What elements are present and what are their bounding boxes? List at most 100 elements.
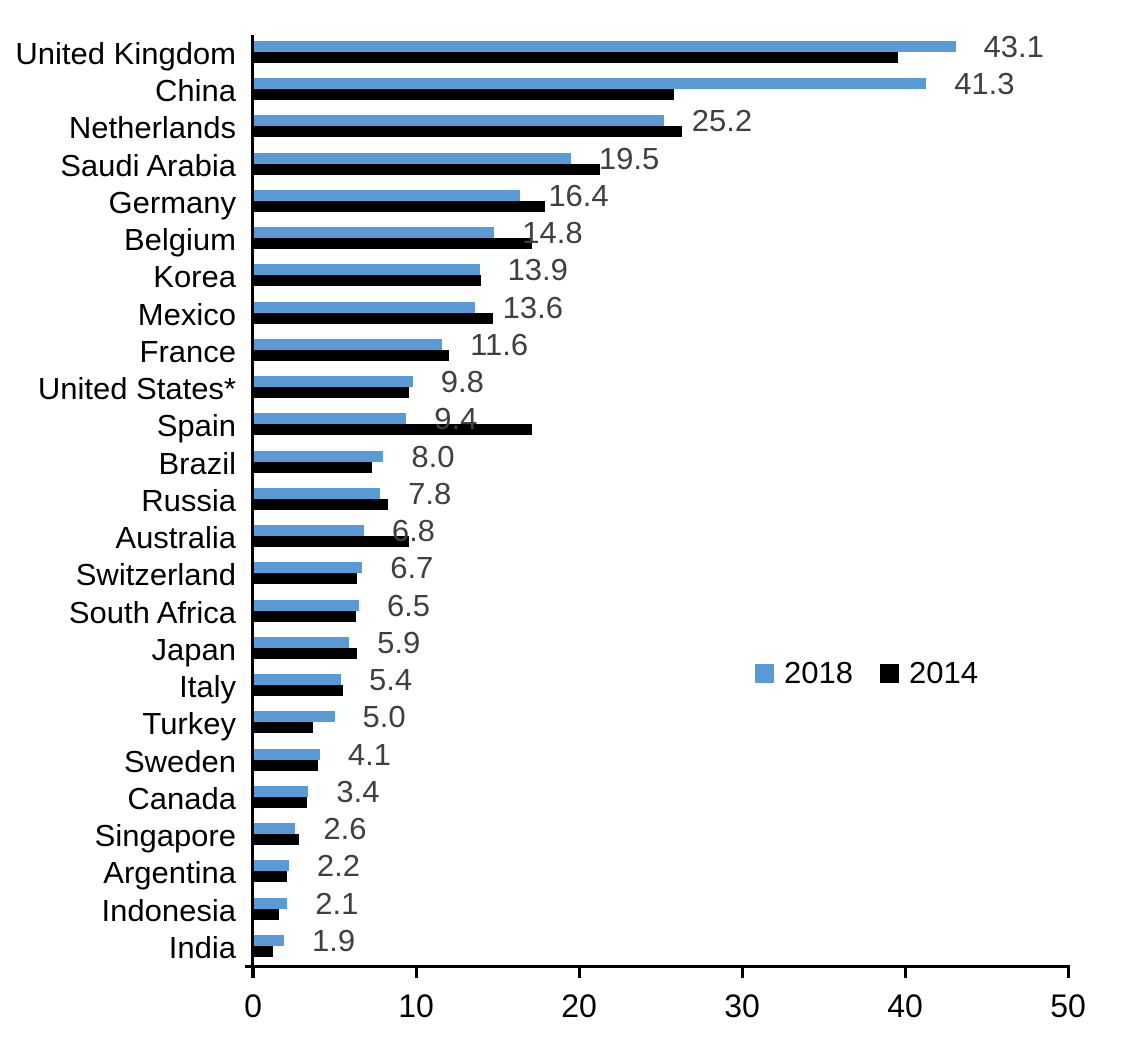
bar-2018 (253, 934, 284, 946)
value-label: 1.9 (311, 922, 356, 958)
value-label: 2.1 (315, 885, 359, 921)
bar-2014 (253, 349, 449, 361)
category-label: Saudi Arabia (60, 147, 236, 183)
legend-label-2014: 2014 (908, 655, 978, 690)
bar-2018 (253, 860, 289, 872)
value-label: 6.7 (390, 550, 434, 586)
value-label: 2.2 (316, 848, 360, 884)
category-label: Spain (156, 408, 236, 444)
bar-2014 (253, 163, 601, 175)
category-label: Brazil (158, 445, 236, 481)
value-label: 4.1 (347, 736, 391, 772)
value-label: 3.4 (336, 773, 380, 809)
value-label: 8.0 (411, 438, 455, 474)
bar-2014 (253, 126, 682, 138)
bar-2014 (253, 498, 389, 510)
category-label: Singapore (94, 818, 236, 854)
bar-2014 (253, 722, 314, 734)
legend-swatch-2018 (755, 663, 774, 683)
value-label: 41.3 (954, 66, 1015, 102)
bar-2014 (253, 238, 532, 250)
category-label: Switzerland (75, 557, 236, 593)
value-label: 16.4 (548, 177, 609, 213)
value-label: 2.6 (323, 811, 367, 847)
x-tick-label: 20 (561, 988, 597, 1024)
bar-2014 (253, 573, 358, 585)
bar-2018 (253, 450, 384, 462)
category-label: Netherlands (68, 110, 236, 146)
bar-2018 (253, 227, 495, 239)
bar-2014 (253, 647, 358, 659)
category-label: Argentina (103, 855, 236, 891)
legend-swatch-2014 (879, 663, 899, 683)
category-label: Canada (127, 780, 236, 816)
category-label: Russia (141, 482, 236, 518)
bar-2014 (253, 759, 319, 771)
bar-2018 (253, 525, 364, 537)
category-label: South Africa (68, 594, 236, 630)
bar-2018 (253, 41, 956, 52)
category-label: Australia (115, 520, 236, 556)
category-label: China (155, 73, 236, 109)
legend-label-2018: 2018 (784, 655, 853, 690)
value-label: 6.8 (391, 513, 435, 549)
bar-2014 (253, 610, 356, 622)
category-label: Japan (151, 631, 236, 667)
bar-2014 (253, 89, 674, 101)
x-tick-label: 50 (1050, 988, 1086, 1024)
legend: 2018 2014 (755, 657, 978, 689)
bar-2018 (253, 338, 443, 350)
value-label: 19.5 (598, 140, 660, 176)
category-label: Belgium (124, 222, 236, 258)
category-label: Mexico (137, 296, 236, 332)
category-label: Indonesia (101, 892, 236, 928)
legend-item-2014: 2014 (879, 655, 978, 690)
x-tick-label: 40 (887, 988, 923, 1024)
value-label: 5.4 (369, 662, 413, 698)
bar-2014 (253, 908, 280, 920)
category-label: Germany (108, 184, 236, 220)
bar-2018 (253, 636, 350, 648)
bar-2018 (253, 301, 475, 313)
value-label: 9.4 (434, 401, 478, 437)
y-axis-line (251, 35, 254, 978)
x-tick-mark (740, 966, 744, 978)
category-label: Turkey (142, 706, 236, 742)
x-tick-label: 10 (398, 988, 434, 1024)
category-label: United Kingdom (15, 36, 236, 71)
bar-2018 (253, 785, 309, 797)
value-label: 14.8 (522, 215, 583, 251)
bar-2018 (253, 115, 664, 127)
category-label: India (168, 929, 236, 965)
category-label: Italy (179, 669, 236, 705)
bar-2014 (253, 52, 899, 63)
bar-2014 (253, 685, 343, 697)
legend-item-2018: 2018 (755, 657, 853, 689)
bar-2014 (253, 945, 273, 957)
x-tick-mark (577, 966, 581, 978)
bar-2014 (253, 200, 545, 212)
bar-2014 (253, 796, 307, 808)
category-label: Sweden (123, 743, 236, 779)
x-tick-label: 0 (244, 988, 262, 1024)
bar-2014 (253, 461, 372, 473)
bar-2018 (253, 711, 335, 723)
category-label: France (139, 333, 236, 369)
x-axis-line (245, 965, 1070, 968)
bar-2018 (253, 264, 480, 276)
value-label: 13.9 (507, 252, 568, 288)
bar-2018 (253, 748, 320, 760)
x-tick-mark (251, 966, 255, 978)
bar-2018 (253, 599, 359, 611)
bar-2014 (253, 871, 288, 883)
bar-2018 (253, 487, 381, 499)
x-tick-mark (903, 966, 907, 978)
bar-2018 (253, 823, 296, 835)
value-label: 5.0 (362, 699, 406, 735)
value-label: 43.1 (983, 29, 1044, 64)
bar-2018 (253, 413, 407, 425)
x-tick-label: 30 (724, 988, 760, 1024)
value-label: 13.6 (502, 289, 564, 325)
value-label: 5.9 (377, 624, 421, 660)
